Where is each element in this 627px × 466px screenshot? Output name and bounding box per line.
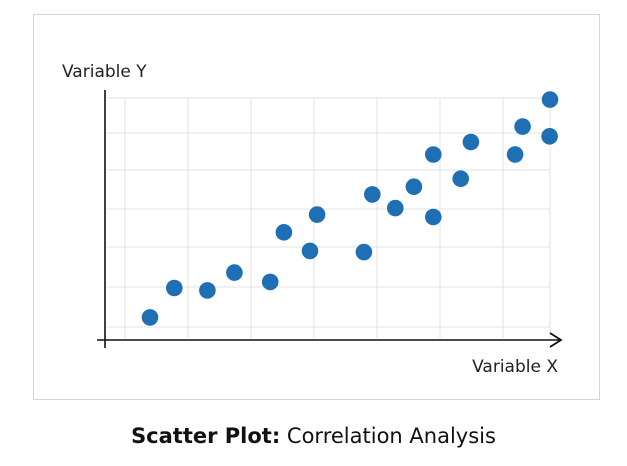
data-point (166, 279, 183, 297)
data-point (425, 146, 442, 163)
data-point (301, 242, 319, 260)
axes (97, 90, 563, 348)
data-point (506, 146, 524, 163)
data-point (425, 208, 442, 226)
data-point (261, 273, 279, 291)
data-point (387, 199, 404, 217)
grid (107, 97, 551, 338)
x-axis-arrow-icon (549, 332, 563, 348)
data-point (226, 264, 243, 281)
data-point (308, 206, 326, 223)
data-point (355, 243, 373, 261)
data-point (452, 170, 470, 187)
data-point (462, 133, 480, 151)
data-points (141, 91, 559, 326)
data-point (541, 128, 558, 145)
data-point (141, 309, 159, 326)
data-point (275, 224, 293, 241)
caption-bold: Scatter Plot: (131, 424, 281, 448)
caption-text: Correlation Analysis (280, 424, 496, 448)
data-point (514, 118, 531, 135)
data-point (405, 178, 423, 195)
data-point (541, 91, 559, 108)
data-point (199, 282, 216, 299)
data-point (364, 186, 381, 203)
chart-caption: Scatter Plot: Correlation Analysis (0, 424, 627, 448)
x-axis-label: Variable X (472, 357, 558, 377)
y-axis-label: Variable Y (62, 62, 147, 82)
